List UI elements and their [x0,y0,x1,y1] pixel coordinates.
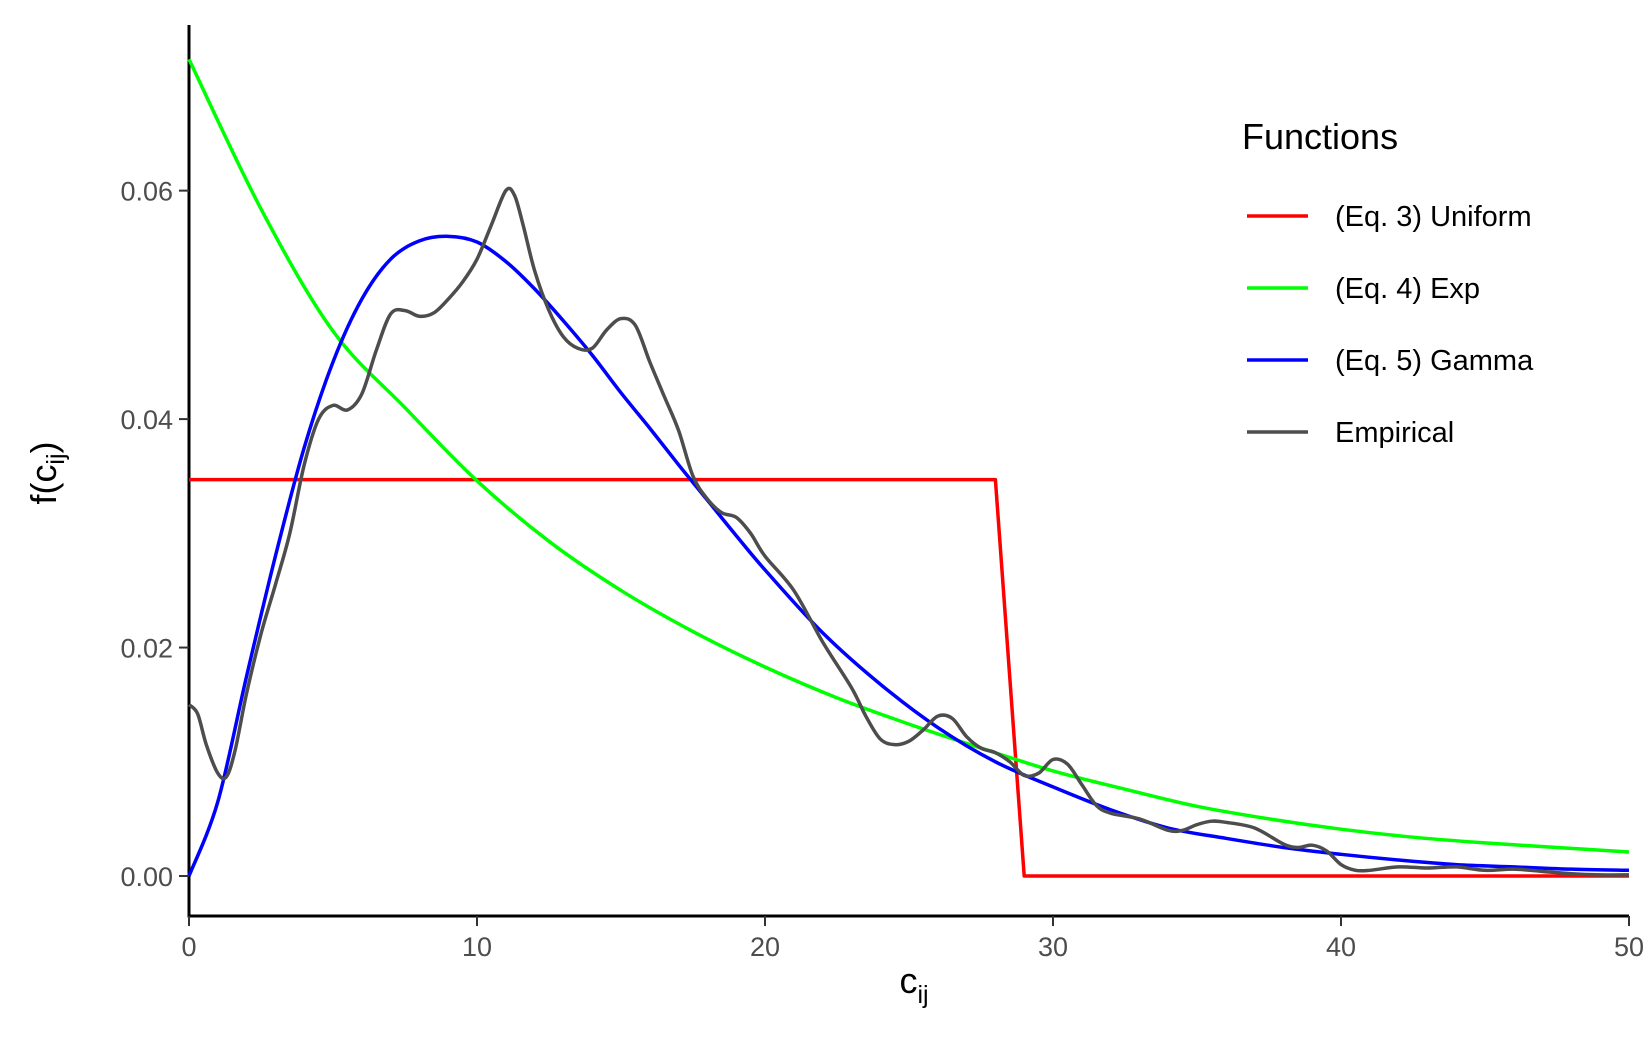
series-line-eq-3-uniform [189,477,1629,878]
y-tick-label: 0.06 [120,177,173,207]
series-line-eq-5-gamma [187,234,1630,877]
y-tick-label: 0.02 [120,634,173,664]
x-tick-label: 30 [1038,932,1068,962]
axes [187,25,1629,918]
legend-label-empirical: Empirical [1335,417,1454,449]
x-tick-label: 10 [462,932,492,962]
y-axis-title: f(cij) [23,441,70,504]
y-tick-label: 0.00 [120,862,173,892]
x-ticks: 0 10 20 30 40 50 [181,916,1644,962]
legend-title: Functions [1242,116,1398,157]
series-line-empirical [187,186,1630,877]
y-ticks: 0.00 0.02 0.04 0.06 [120,177,189,892]
x-tick-label: 20 [750,932,780,962]
x-tick-label: 40 [1326,932,1356,962]
plot-lines [187,58,1630,878]
legend-label-eq-3-uniform: (Eq. 3) Uniform [1335,201,1532,233]
legend-items: (Eq. 3) Uniform (Eq. 4) Exp (Eq. 5) Gamma E… [1247,201,1534,449]
x-tick-label: 0 [181,932,196,962]
legend-label-eq-5-gamma: (Eq. 5) Gamma [1335,345,1534,377]
legend: Functions (Eq. 3) Uniform(Eq. 4) Exp(Eq.… [1242,116,1534,449]
series-line-eq-4-exp [187,58,1630,854]
y-tick-label: 0.04 [120,405,173,435]
x-axis-title: cij [899,960,928,1009]
x-tick-label: 50 [1614,932,1644,962]
legend-label-eq-4-exp: (Eq. 4) Exp [1335,273,1480,305]
